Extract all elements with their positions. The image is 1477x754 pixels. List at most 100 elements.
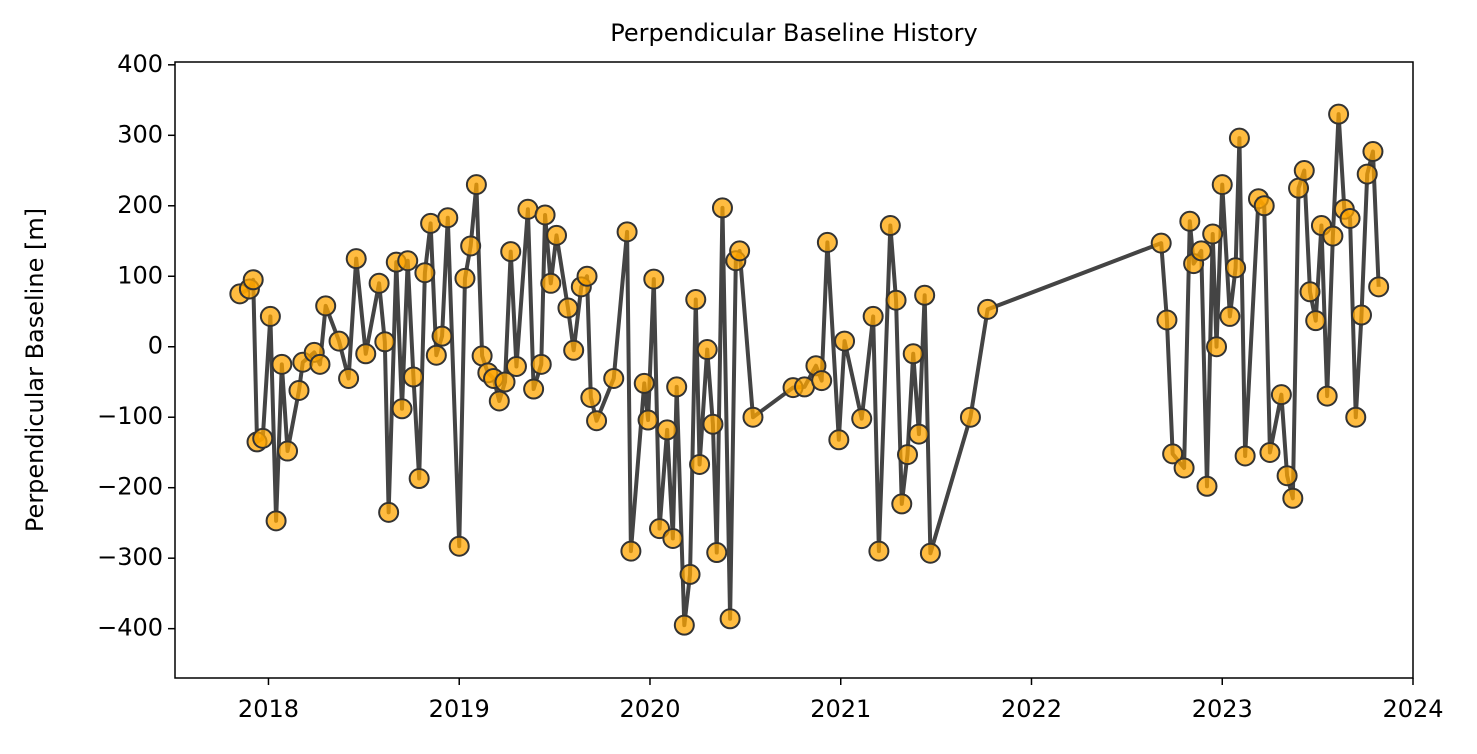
point <box>271 353 293 375</box>
point <box>1259 441 1281 463</box>
y-tick-label: −400 <box>97 614 163 642</box>
point <box>277 440 299 462</box>
point <box>1228 127 1250 149</box>
point <box>259 305 281 327</box>
point <box>959 406 981 428</box>
point <box>414 262 436 284</box>
point <box>633 372 655 394</box>
plot-frame <box>174 61 1414 679</box>
point <box>834 330 856 352</box>
point <box>1270 384 1292 406</box>
point <box>425 344 447 366</box>
point <box>620 540 642 562</box>
point <box>265 510 287 532</box>
point <box>742 406 764 428</box>
point <box>355 343 377 365</box>
point <box>914 284 936 306</box>
y-tick-label: −300 <box>97 543 163 571</box>
point <box>1225 257 1247 279</box>
y-axis-label: Perpendicular Baseline [m] <box>21 208 49 532</box>
point <box>454 267 476 289</box>
point <box>1288 177 1310 199</box>
point <box>1362 141 1384 163</box>
point <box>408 468 430 490</box>
point <box>1282 487 1304 509</box>
y-tick-label: 100 <box>117 261 163 289</box>
x-tick-label: 2024 <box>1382 695 1443 723</box>
point <box>242 269 264 291</box>
point <box>1234 445 1256 467</box>
point <box>1150 232 1172 254</box>
point <box>500 241 522 263</box>
y-tick-label: −200 <box>97 473 163 501</box>
point <box>586 410 608 432</box>
point <box>563 339 585 361</box>
point <box>315 295 337 317</box>
point <box>309 353 331 375</box>
point <box>706 542 728 564</box>
point <box>816 231 838 253</box>
point <box>397 250 419 272</box>
point <box>448 535 470 557</box>
y-tick-label: 200 <box>117 191 163 219</box>
point <box>868 540 890 562</box>
point <box>977 298 999 320</box>
point <box>378 501 400 523</box>
point <box>1305 310 1327 332</box>
point <box>1196 475 1218 497</box>
point <box>828 429 850 451</box>
point <box>689 453 711 475</box>
chart-title: Perpendicular Baseline History <box>610 19 977 47</box>
point <box>431 325 453 347</box>
point <box>368 272 390 294</box>
x-tick-label: 2018 <box>238 695 299 723</box>
line <box>238 112 1381 628</box>
point <box>1211 174 1233 196</box>
x-tick-label: 2023 <box>1192 695 1253 723</box>
point <box>517 198 539 220</box>
point <box>862 305 884 327</box>
point <box>1356 163 1378 185</box>
point <box>656 419 678 441</box>
y-tick-label: 0 <box>148 332 163 360</box>
point <box>1293 160 1315 182</box>
y-tick-label: −100 <box>97 402 163 430</box>
point <box>465 174 487 196</box>
y-tick-label: 300 <box>117 120 163 148</box>
y-tick-label: 400 <box>117 50 163 78</box>
point <box>576 265 598 287</box>
point <box>885 289 907 311</box>
point <box>1253 195 1275 217</box>
point <box>1219 305 1241 327</box>
point <box>679 563 701 585</box>
point <box>437 207 459 229</box>
point <box>1156 309 1178 331</box>
point <box>1173 457 1195 479</box>
point <box>1350 304 1372 326</box>
point <box>1299 281 1321 303</box>
point <box>1202 223 1224 245</box>
point <box>523 378 545 400</box>
point <box>534 204 556 226</box>
point <box>1206 336 1228 358</box>
point <box>1276 465 1298 487</box>
point <box>1316 385 1338 407</box>
point <box>719 608 741 630</box>
point <box>488 390 510 412</box>
point <box>673 614 695 636</box>
x-tick-label: 2019 <box>429 695 490 723</box>
x-tick-label: 2021 <box>810 695 871 723</box>
point <box>891 493 913 515</box>
point <box>811 370 833 392</box>
point <box>1322 225 1344 247</box>
point <box>391 398 413 420</box>
x-tick-label: 2022 <box>1001 695 1062 723</box>
point <box>637 409 659 431</box>
point <box>711 197 733 219</box>
point <box>662 527 684 549</box>
point <box>1162 443 1184 465</box>
point <box>1328 103 1350 125</box>
point <box>540 272 562 294</box>
point <box>908 423 930 445</box>
